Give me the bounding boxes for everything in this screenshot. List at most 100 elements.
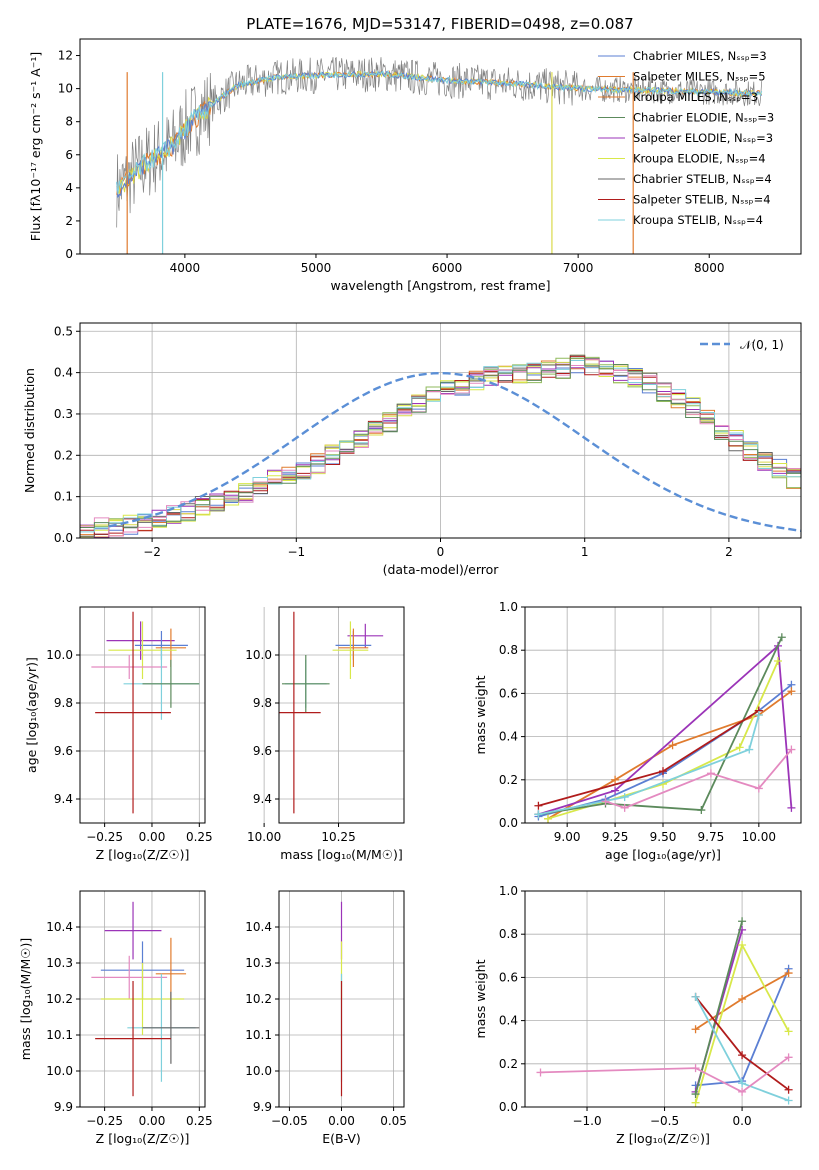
weight-marker [784,1053,793,1062]
x-tick-label: 0.0 [733,1114,752,1128]
y-tick-label: 0 [65,247,73,261]
x-tick-label: 10.25 [321,830,355,844]
y-tick-label: 4 [65,181,73,195]
x-axis-label: (data-model)/error [383,562,500,577]
x-tick-label: 7000 [563,261,594,275]
x-tick-label: −2 [143,545,161,559]
weight-marker [784,1027,793,1036]
weight-marker [706,769,715,778]
y-tick-label: 0.5 [54,324,73,338]
y-tick-label: 6 [65,148,73,162]
y-tick-label: 10.0 [245,1064,272,1078]
y-tick-label: 10.0 [46,648,73,662]
legend-label: Kroupa ELODIE, Nₛₛₚ=4 [633,152,766,166]
y-tick-label: 9.6 [54,744,73,758]
x-tick-label: −1.0 [572,1114,601,1128]
weight-marker [536,1068,545,1077]
weight-marker [738,1079,747,1088]
weight-marker [774,657,782,665]
y-tick-label: 0.8 [499,643,518,657]
legend-label: Salpeter ELODIE, Nₛₛₚ=3 [633,131,773,145]
weight-marker [754,711,763,719]
y-tick-label: 0.2 [54,448,73,462]
mass-vs-ebv-panel: −0.05 0.00 0.05 9.9 10.0 10.1 10.2 10.3 10.4 E(B-… [245,890,407,1146]
y-tick-label: 10.4 [245,920,272,934]
y-tick-label: 9.4 [253,792,272,806]
legend-label: Salpeter MILES, Nₛₛₚ=5 [633,70,766,84]
weight-marker [787,745,796,754]
weight-marker [668,741,677,750]
y-tick-label: 0.6 [499,686,518,700]
histogram-panel: −2 −1 0 1 2 0.0 0.1 0.2 0.3 0.4 0.5 (data-model)/er… [22,322,802,577]
histogram-step [80,356,801,538]
y-tick-label: 0.0 [54,531,73,545]
y-tick-label: 10.1 [245,1028,272,1042]
weight-line [538,644,793,816]
weight-marker [534,801,543,810]
y-tick-label: 0.2 [499,773,518,787]
x-tick-label: 0.05 [380,1114,407,1128]
weight-marker [735,743,744,752]
legend-label: Chabrier ELODIE, Nₛₛₚ=3 [633,111,774,125]
y-tick-label: 0.0 [499,1100,518,1114]
y-tick-label: 9.8 [253,696,272,710]
weight-marker [691,992,700,1001]
spectrum-panel: 4000 5000 6000 7000 8000 0 2 4 6 8 10 12 wavelength … [28,38,802,293]
legend-label: Kroupa STELIB, Nₛₛₚ=4 [633,213,763,227]
y-tick-label: 0.0 [499,816,518,830]
y-tick-label: 10.3 [46,956,73,970]
x-tick-label: 4000 [170,261,201,275]
age-vs-mass-panel: 10.00 10.25 9.4 9.6 9.8 10.0 mass [log₁₀(M/M☉)… [245,606,405,862]
weight-marker [611,775,620,784]
x-tick-label: 9.75 [698,830,725,844]
x-tick-label: 9.50 [650,830,677,844]
observed-spectrum [116,56,763,228]
x-tick-label: 6000 [432,261,463,275]
axes-frame [524,890,802,1108]
weight-marker [787,803,796,812]
weight-marker [691,1090,700,1099]
histogram-step [80,358,801,537]
y-tick-label: 0.4 [499,730,518,744]
x-axis-label: E(B-V) [322,1131,361,1146]
weight-line [694,920,743,1095]
x-tick-label: 10.00 [247,830,281,844]
weight-line [540,1056,790,1093]
y-tick-label: 1.0 [499,884,518,898]
y-axis-label: Normed distribution [22,368,37,493]
weight-marker [745,745,754,754]
x-tick-label: −0.25 [86,830,123,844]
y-tick-label: 0.4 [499,1014,518,1028]
weight-marker [738,995,747,1003]
axes-frame [79,606,206,824]
weight-marker [601,797,610,806]
y-tick-label: 8 [65,115,73,129]
y-tick-label: 9.4 [54,792,73,806]
y-tick-label: 0.6 [499,970,518,984]
x-tick-label: −1 [287,545,305,559]
weight-marker [777,633,786,642]
x-tick-label: 0.00 [139,1114,166,1128]
x-tick-label: 0.00 [139,830,166,844]
y-tick-label: 10 [58,82,73,96]
x-tick-label: 1 [581,545,589,559]
axes-frame [79,890,206,1108]
x-axis-label: Z [log₁₀(Z/Z☉)] [96,1131,190,1146]
y-tick-label: 12 [58,49,73,63]
y-tick-label: 9.6 [253,744,272,758]
y-axis-label: Flux [fλ10⁻¹⁷ erg cm⁻² s⁻¹ A⁻¹] [28,52,43,241]
weight-marker [784,1096,793,1105]
axes-frame [79,322,802,539]
weight-marker [691,1064,700,1073]
y-tick-label: 9.8 [54,696,73,710]
weight-marker [784,1085,793,1094]
weight-marker [697,806,706,815]
weight-marker [738,1087,747,1096]
x-tick-label: 5000 [301,261,332,275]
massweight-vs-age-panel: 9.00 9.25 9.50 9.75 10.00 0.0 0.2 0.4 0.6 0.8 1.0 a… [473,600,802,862]
normal-curve [108,371,801,532]
y-tick-label: 0.4 [54,366,73,380]
x-tick-label: 0.25 [186,830,213,844]
legend-label: Kroupa MILES, Nₛₛₚ=3 [633,90,758,104]
histogram-legend-label: 𝒩(0, 1) [740,338,784,352]
